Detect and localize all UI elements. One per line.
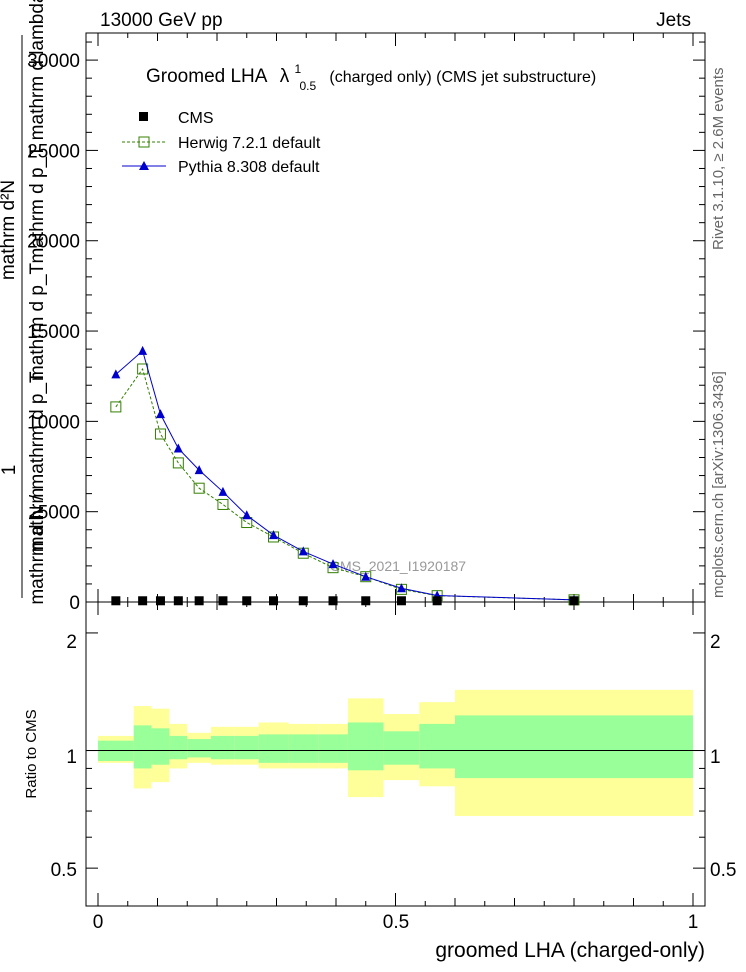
cms-point	[111, 596, 121, 606]
ylabel-numerator: mathrm d²N	[0, 180, 19, 280]
pythia-point	[155, 409, 165, 419]
pythia-point	[111, 369, 121, 379]
legend-pythia-marker	[139, 161, 149, 170]
ratio-band-inner	[151, 728, 170, 765]
cms-point	[194, 596, 204, 606]
main-ytick-label: 30000	[27, 51, 80, 72]
ratio-ylabel: Ratio to CMS	[23, 709, 40, 798]
legend-herwig-label: Herwig 7.2.1 default	[178, 135, 321, 152]
ratio-ytick-left-05: 0.5	[51, 860, 77, 881]
main-ytick-label: 10000	[27, 412, 80, 433]
cms-point	[361, 596, 371, 606]
ratio-ytick-right-2: 2	[710, 632, 721, 653]
cms-point	[138, 596, 148, 606]
legend-herwig-marker	[138, 136, 150, 148]
main-ytick-label: 5000	[38, 503, 80, 524]
main-ytick-labels: 0 5000 10000 15000 20000 25000 30000	[27, 51, 80, 614]
ratio-ytick-right-1: 1	[710, 747, 721, 768]
xtick-05: 0.5	[383, 912, 409, 933]
ratio-band-inner	[234, 735, 259, 760]
rivet-version-text: Rivet 3.1.10, ≥ 2.6M events	[710, 68, 727, 251]
cms-point	[328, 596, 338, 606]
cms-point	[173, 596, 183, 606]
plot-title: Groomed LHA λ 1 0.5 (charged only) (CMS …	[146, 57, 596, 95]
ratio-ytick-right-05: 0.5	[710, 860, 736, 881]
herwig-point	[193, 482, 205, 494]
ylabel-one: 1	[0, 465, 20, 476]
pythia-point	[173, 443, 183, 453]
ratio-band-inner	[419, 723, 455, 769]
pythia-point	[194, 465, 204, 475]
pythia-point	[138, 345, 148, 355]
ratio-band-inner	[347, 722, 384, 771]
cms-point	[155, 596, 165, 606]
herwig-point	[217, 498, 229, 510]
pythia-point	[361, 571, 371, 581]
main-ylabel: mathrm d²N mathrm d p_T mathrm d lambda …	[0, 0, 48, 605]
series-cms	[111, 596, 579, 606]
cms-point	[298, 596, 308, 606]
ratio-axis-ticks	[86, 602, 705, 907]
ylabel-denominator-2: mathrm d N / mathrm d p_T	[27, 371, 48, 605]
legend-cms-marker	[139, 112, 148, 121]
herwig-point	[172, 457, 184, 469]
process-label: Jets	[656, 10, 691, 31]
herwig-line	[115, 367, 575, 601]
pythia-point	[269, 530, 279, 540]
pythia-point	[396, 583, 406, 593]
xaxis-label: groomed LHA (charged-only)	[435, 939, 705, 962]
main-ytick-label: 20000	[27, 232, 80, 253]
cms-point	[242, 596, 252, 606]
main-ytick-label: 0	[69, 593, 80, 614]
legend: CMS Herwig 7.2.1 default Pythia 8.308 de…	[122, 110, 321, 176]
cms-point	[396, 596, 406, 606]
cms-point	[269, 596, 279, 606]
legend-pythia-label: Pythia 8.308 default	[178, 159, 320, 176]
pythia-point	[328, 559, 338, 569]
xtick-0: 0	[93, 912, 104, 933]
main-ytick-label: 25000	[27, 141, 80, 162]
cms-point	[432, 596, 442, 606]
legend-cms-label: CMS	[178, 110, 214, 127]
ylabel-denominator-1: mathrm d p_T	[27, 262, 48, 381]
mcplots-credit-text: mcplots.cern.ch [arXiv:1306.3436]	[710, 371, 727, 598]
cms-point	[569, 596, 579, 606]
ratio-bands	[87, 689, 704, 816]
ratio-band-inner	[288, 734, 319, 763]
pythia-point	[218, 486, 228, 496]
cms-point	[218, 596, 228, 606]
ratio-band-inner	[383, 731, 420, 765]
ratio-ytick-left-1: 1	[66, 747, 77, 768]
ylabel-mathrm: mathrm	[27, 488, 48, 552]
herwig-point	[154, 428, 166, 440]
pythia-point	[242, 510, 252, 520]
ratio-band-inner	[258, 734, 289, 763]
ratio-band-inner	[211, 735, 235, 760]
ylabel-numerator-2: mathrm d p_T mathrm d lambda	[27, 0, 48, 264]
main-ytick-label: 15000	[27, 322, 80, 343]
ratio-band-inner	[455, 715, 693, 779]
analysis-watermark: CMS_2021_I1920187	[330, 558, 466, 574]
ratio-band-inner	[318, 734, 348, 763]
xtick-1: 1	[688, 912, 699, 933]
ratio-band-inner	[169, 735, 188, 760]
herwig-point	[110, 401, 122, 413]
energy-label: 13000 GeV pp	[100, 10, 223, 31]
ratio-band-inner	[187, 739, 212, 758]
ratio-band-inner	[133, 725, 152, 769]
ratio-ytick-left-2: 2	[66, 632, 77, 653]
pythia-point	[298, 546, 308, 556]
pythia-line	[115, 350, 575, 601]
